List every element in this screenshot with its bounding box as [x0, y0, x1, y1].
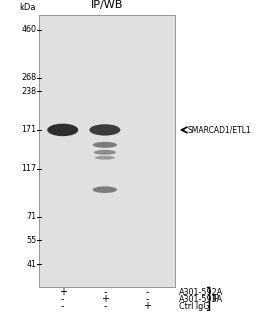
Ellipse shape [95, 156, 115, 160]
Text: SMARCAD1/ETL1: SMARCAD1/ETL1 [188, 126, 252, 134]
Text: 117: 117 [21, 164, 36, 173]
Text: 171: 171 [21, 126, 36, 134]
Text: A301-592A: A301-592A [179, 288, 223, 297]
Text: +: + [143, 301, 151, 311]
Text: IP/WB: IP/WB [91, 0, 123, 10]
Text: -: - [103, 287, 106, 297]
Text: -: - [61, 301, 65, 311]
Text: kDa: kDa [20, 3, 36, 13]
Ellipse shape [89, 124, 120, 136]
Text: IP: IP [211, 294, 219, 303]
Text: 55: 55 [26, 236, 36, 245]
Text: 268: 268 [21, 73, 36, 82]
Bar [39, 15, 175, 287]
Text: Ctrl IgG: Ctrl IgG [179, 302, 210, 311]
Ellipse shape [47, 124, 78, 136]
Ellipse shape [93, 186, 117, 193]
Text: A301-593A: A301-593A [179, 295, 223, 304]
Text: 460: 460 [21, 25, 36, 34]
Text: +: + [101, 294, 109, 304]
Text: -: - [145, 294, 149, 304]
Text: 238: 238 [21, 87, 36, 95]
Text: 41: 41 [26, 260, 36, 269]
Ellipse shape [93, 142, 117, 148]
Text: -: - [103, 301, 106, 311]
Ellipse shape [94, 150, 116, 155]
Text: 71: 71 [26, 212, 36, 221]
Text: -: - [61, 294, 65, 304]
Text: -: - [145, 287, 149, 297]
Text: +: + [59, 287, 67, 297]
